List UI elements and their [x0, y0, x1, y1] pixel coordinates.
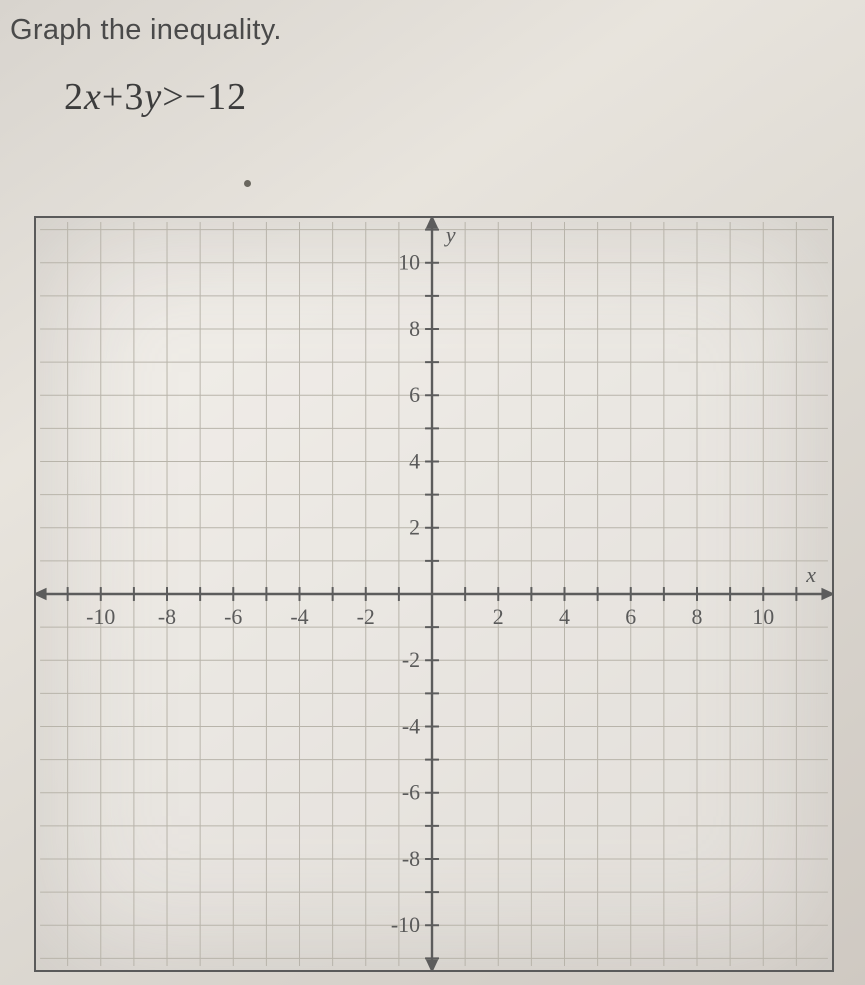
y-tick-label: 6	[409, 383, 420, 407]
y-tick-label: -2	[402, 648, 420, 672]
x-tick-label: -2	[357, 605, 375, 629]
y-tick-label: 4	[409, 449, 420, 473]
x-tick-label: 6	[625, 605, 636, 629]
coordinate-plane: -10 -8 -6 -4 -2 2 4 6 8 10 10 8 6 4 2 -2 -4 -6 -8 -10 y x	[36, 218, 832, 970]
x-tick-label: -8	[158, 605, 176, 629]
x-tick-label: -6	[224, 605, 242, 629]
y-tick-label: -4	[402, 714, 420, 738]
stray-mark	[244, 180, 251, 187]
rhs-neg: −	[185, 76, 207, 118]
y-tick-label: 10	[398, 251, 420, 275]
axes	[36, 218, 832, 970]
x-tick-label: 2	[493, 605, 504, 629]
y-tick-label: 2	[409, 516, 420, 540]
x-tick-label: 10	[752, 605, 774, 629]
y-tick-label: -6	[402, 781, 420, 805]
op-plus: +	[102, 76, 124, 118]
var-x: x	[84, 76, 102, 118]
y-tick-label: -8	[402, 847, 420, 871]
x-tick-label: 8	[692, 605, 703, 629]
worksheet-page: Graph the inequality. 2x+3y>−12 -10-8-6-…	[0, 0, 865, 985]
coeff-2: 3	[124, 76, 144, 118]
y-axis-label: y	[444, 223, 456, 247]
coeff-1: 2	[64, 76, 84, 118]
x-axis-label: x	[805, 563, 816, 587]
graph-container: -10 -8 -6 -4 -2 2 4 6 8 10 10 8 6 4 2 -2 -4 -6 -8 -10 y x	[34, 216, 834, 972]
y-tick-label: 8	[409, 317, 420, 341]
x-tick-label: 4	[559, 605, 570, 629]
x-tick-label: -4	[290, 605, 308, 629]
rhs-val: 12	[207, 76, 247, 118]
x-tick-label: -10	[86, 605, 115, 629]
inequality-expression: 2x+3y>−12	[64, 75, 849, 119]
relation-gt: >	[162, 76, 184, 118]
y-tick-label: -10	[391, 913, 420, 937]
var-y: y	[144, 76, 162, 118]
prompt-text: Graph the inequality.	[10, 14, 849, 47]
